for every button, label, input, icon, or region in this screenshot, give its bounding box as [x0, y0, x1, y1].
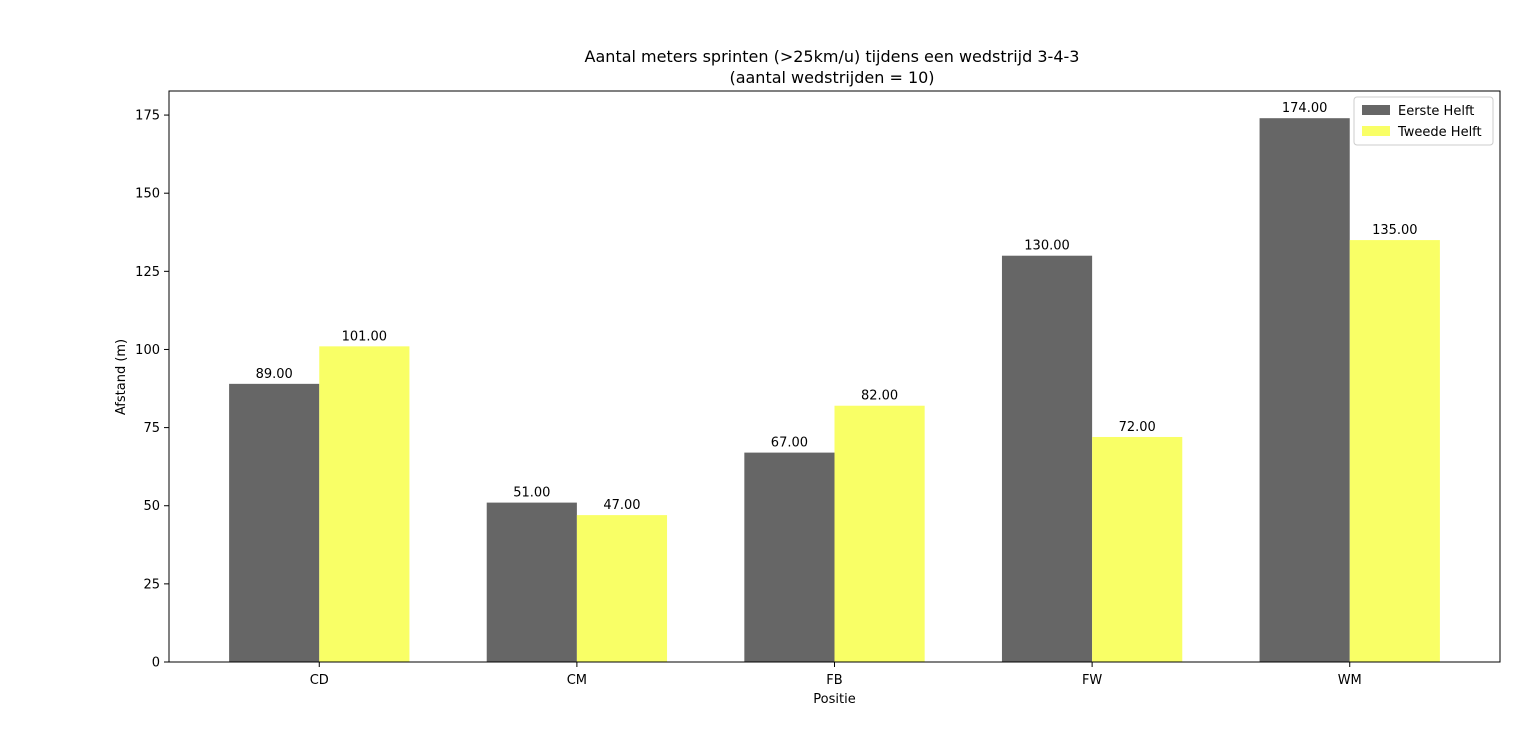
data-label-wm-series-2: 135.00	[1372, 223, 1418, 238]
chart-title: Aantal meters sprinten (>25km/u) tijdens…	[585, 47, 1080, 66]
y-tick-label: 25	[143, 577, 160, 592]
data-label-fw-series-2: 72.00	[1119, 420, 1156, 435]
legend-swatch-series-1	[1362, 105, 1390, 115]
y-tick-label: 75	[143, 421, 160, 436]
x-axis-label: Positie	[813, 692, 855, 707]
data-label-cm-series-1: 51.00	[513, 486, 550, 501]
y-tick-label: 0	[152, 656, 160, 671]
bar-cd-series-1	[229, 383, 320, 662]
data-label-fb-series-1: 67.00	[771, 436, 808, 451]
x-tick-label-cd: CD	[310, 673, 329, 688]
bar-fb-series-2	[834, 405, 925, 662]
bar-fw-series-2	[1092, 436, 1183, 662]
bar-fw-series-1	[1001, 255, 1093, 663]
y-axis-label: Afstand (m)	[114, 339, 129, 415]
x-tick-label-fb: FB	[826, 673, 842, 688]
y-tick-label: 175	[135, 109, 160, 124]
bar-wm-series-2	[1349, 240, 1440, 663]
data-label-wm-series-1: 174.00	[1282, 101, 1328, 116]
plot-area: 89.00 51.00 67.00 130.00 174.00 101.00 47.00 82…	[135, 90, 1501, 688]
data-label-cd-series-1: 89.00	[256, 367, 293, 382]
bar-fb-series-1	[744, 452, 835, 662]
data-label-cd-series-2: 101.00	[342, 329, 388, 344]
bar-wm-series-1	[1259, 118, 1350, 662]
y-tick-label: 50	[143, 499, 160, 514]
data-label-cm-series-2: 47.00	[603, 498, 640, 513]
x-tick-label-cm: CM	[567, 673, 587, 688]
y-tick-label: 150	[135, 187, 160, 202]
legend-label-series-1: Eerste Helft	[1398, 104, 1474, 119]
legend-swatch-series-2	[1362, 126, 1390, 136]
x-tick-label-wm: WM	[1338, 673, 1362, 688]
chart-subtitle: (aantal wedstrijden = 10)	[729, 68, 934, 87]
x-tick-label-fw: FW	[1082, 673, 1102, 688]
y-tick-label: 100	[135, 343, 160, 358]
bar-cm-series-1	[486, 502, 577, 662]
bar-cd-series-2	[319, 346, 410, 662]
legend-label-series-2: Tweede Helft	[1397, 125, 1482, 140]
bar-cm-series-2	[576, 515, 668, 662]
data-label-fw-series-1: 130.00	[1024, 239, 1070, 254]
y-tick-label: 125	[135, 265, 160, 280]
data-label-fb-series-2: 82.00	[861, 389, 898, 404]
